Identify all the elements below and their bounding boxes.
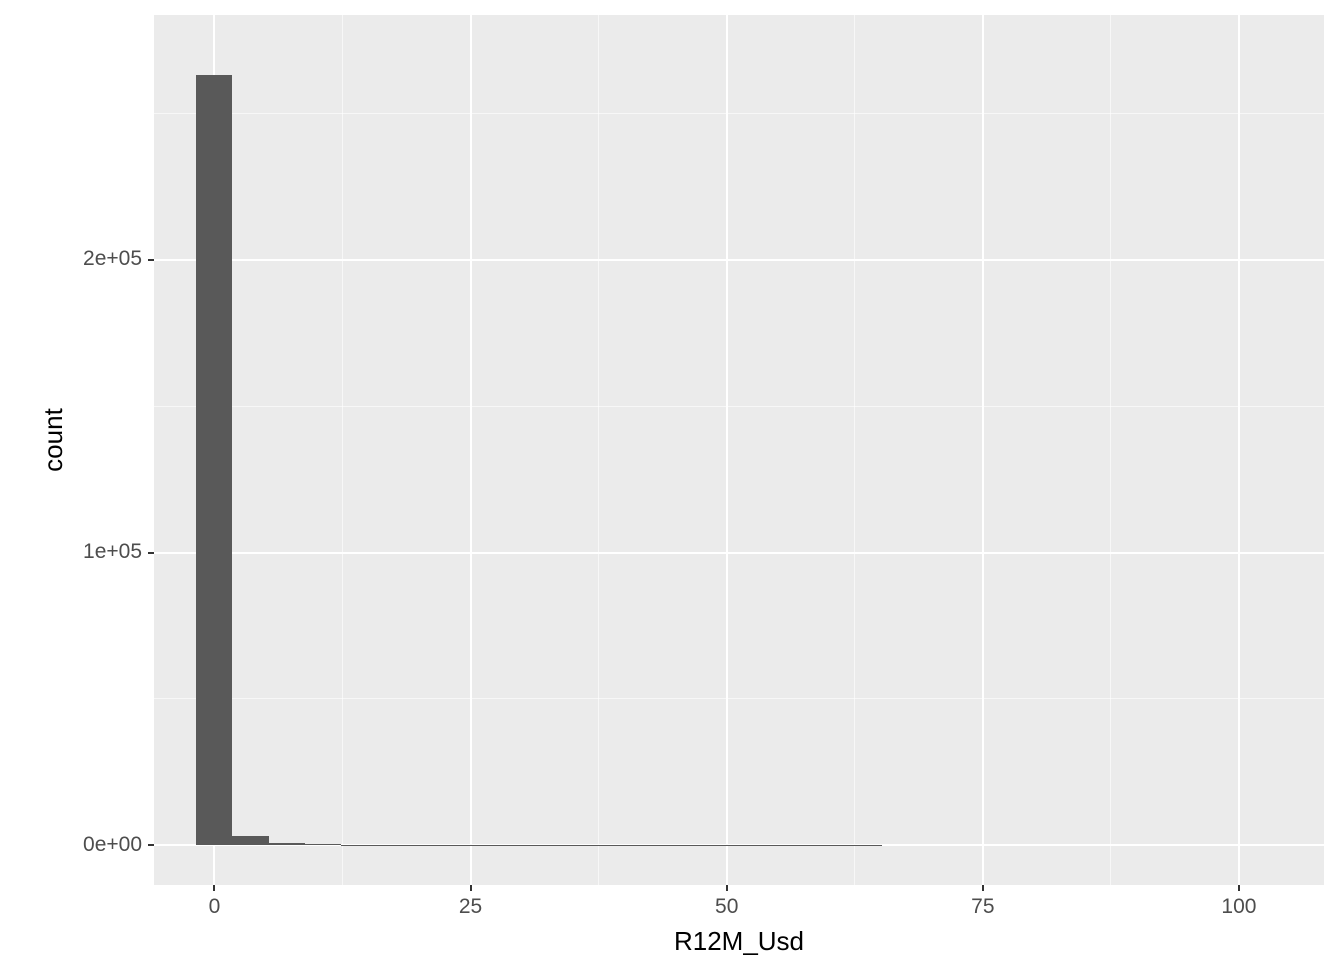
histogram-bar	[232, 836, 268, 845]
x-tick-label: 50	[677, 895, 777, 919]
grid-minor-v	[598, 15, 599, 885]
grid-major-h	[154, 552, 1324, 554]
histogram-bar	[196, 75, 232, 845]
grid-major-v	[1238, 15, 1240, 885]
grid-major-h	[154, 259, 1324, 261]
x-tick	[470, 885, 472, 891]
grid-minor-v	[854, 15, 855, 885]
grid-minor-h	[154, 113, 1324, 114]
grid-major-v	[470, 15, 472, 885]
x-tick-label: 0	[164, 895, 264, 919]
x-tick	[982, 885, 984, 891]
histogram-bar	[269, 843, 305, 846]
y-axis-title: count	[38, 390, 69, 490]
grid-major-v	[982, 15, 984, 885]
grid-minor-h	[154, 698, 1324, 699]
plot-panel	[154, 15, 1324, 885]
y-tick-label: 0e+00	[83, 833, 142, 857]
x-tick-label: 100	[1189, 895, 1289, 919]
y-tick-label: 2e+05	[83, 247, 142, 271]
grid-major-v	[726, 15, 728, 885]
grid-minor-h	[154, 406, 1324, 407]
x-axis-title: R12M_Usd	[154, 926, 1324, 957]
grid-minor-v	[342, 15, 343, 885]
y-tick	[148, 552, 154, 554]
histogram-chart: 0e+00 1e+05 2e+05 0 25 50 75 100 count R12M_Us…	[0, 0, 1344, 960]
grid-minor-v	[1110, 15, 1111, 885]
y-tick-label: 1e+05	[83, 540, 142, 564]
histogram-bar	[341, 845, 377, 846]
x-tick	[1238, 885, 1240, 891]
x-tick	[726, 885, 728, 891]
histogram-bar	[377, 845, 413, 846]
x-tick-label: 25	[421, 895, 521, 919]
x-tick	[213, 885, 215, 891]
x-tick-label: 75	[933, 895, 1033, 919]
y-tick	[148, 259, 154, 261]
histogram-bar	[305, 844, 341, 845]
y-tick	[148, 844, 154, 846]
